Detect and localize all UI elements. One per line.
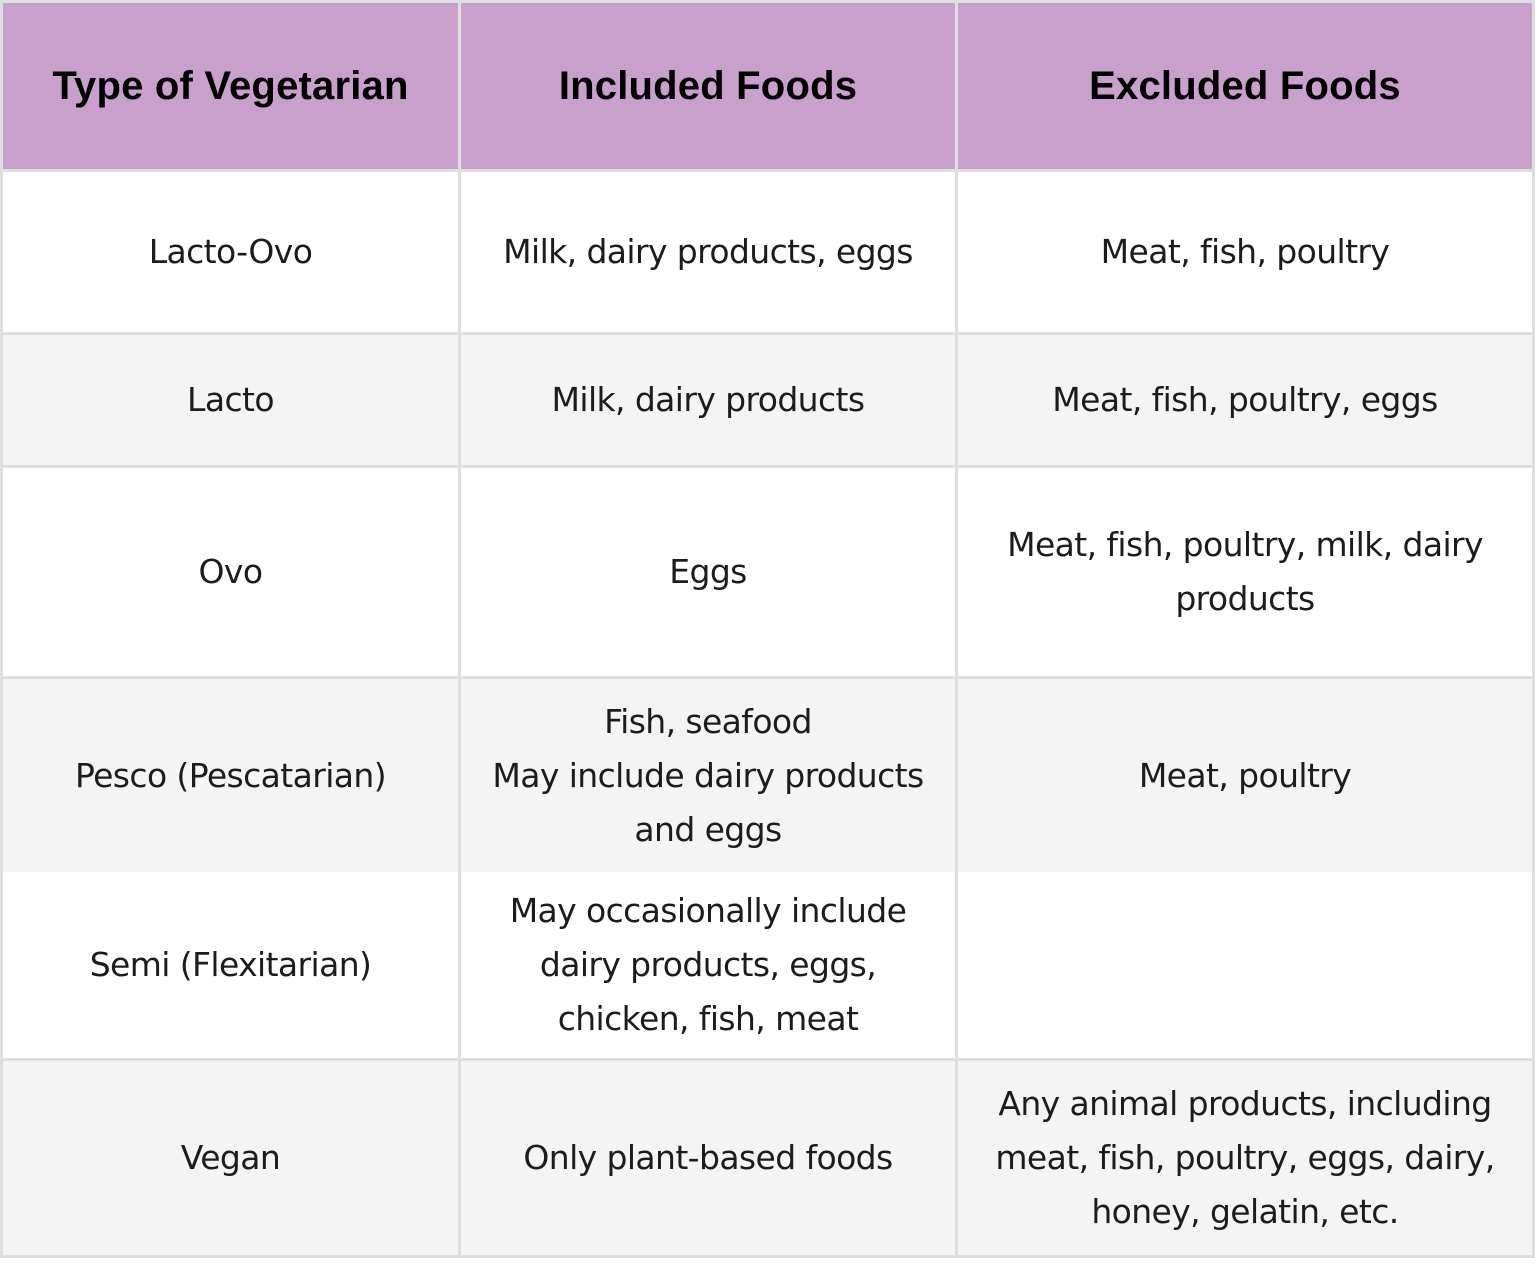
cell-included: Milk, dairy products, eggs [458, 169, 958, 335]
cell-included: Fish, seafood May include dairy products… [458, 676, 958, 872]
table-row-ovo: Ovo Eggs Meat, fish, poultry, milk, dair… [0, 465, 1535, 679]
cell-included: May occasionally include dairy products,… [458, 872, 958, 1061]
table-header: Type of Vegetarian Included Foods Exclud… [0, 0, 1535, 172]
cell-included: Only plant-based foods [458, 1058, 958, 1258]
header-row: Type of Vegetarian Included Foods Exclud… [0, 0, 1535, 172]
column-header-included: Included Foods [458, 0, 958, 172]
cell-type: Lacto-Ovo [0, 169, 461, 335]
table-row-pesco: Pesco (Pescatarian) Fish, seafood May in… [0, 676, 1535, 872]
table-row-lacto-ovo: Lacto-Ovo Milk, dairy products, eggs Mea… [0, 169, 1535, 335]
cell-excluded: Any animal products, including meat, fis… [955, 1058, 1535, 1258]
cell-type: Semi (Flexitarian) [0, 872, 461, 1061]
column-header-type: Type of Vegetarian [0, 0, 461, 172]
table-row-semi: Semi (Flexitarian) May occasionally incl… [0, 872, 1535, 1061]
cell-type: Ovo [0, 465, 461, 679]
cell-included: Eggs [458, 465, 958, 679]
cell-included: Milk, dairy products [458, 332, 958, 468]
table-body: Lacto-Ovo Milk, dairy products, eggs Mea… [0, 169, 1535, 1258]
column-header-excluded: Excluded Foods [955, 0, 1535, 172]
cell-type: Lacto [0, 332, 461, 468]
cell-type: Vegan [0, 1058, 461, 1258]
table-row-vegan: Vegan Only plant-based foods Any animal … [0, 1058, 1535, 1258]
cell-excluded [955, 872, 1535, 1061]
cell-included-line: Fish, seafood [604, 701, 812, 741]
table-row-lacto: Lacto Milk, dairy products Meat, fish, p… [0, 332, 1535, 468]
cell-excluded: Meat, fish, poultry [955, 169, 1535, 335]
cell-type: Pesco (Pescatarian) [0, 676, 461, 872]
cell-included-line: May include dairy products and eggs [492, 755, 924, 849]
cell-excluded: Meat, fish, poultry, eggs [955, 332, 1535, 468]
cell-excluded: Meat, fish, poultry, milk, dairy product… [955, 465, 1535, 679]
cell-excluded: Meat, poultry [955, 676, 1535, 872]
